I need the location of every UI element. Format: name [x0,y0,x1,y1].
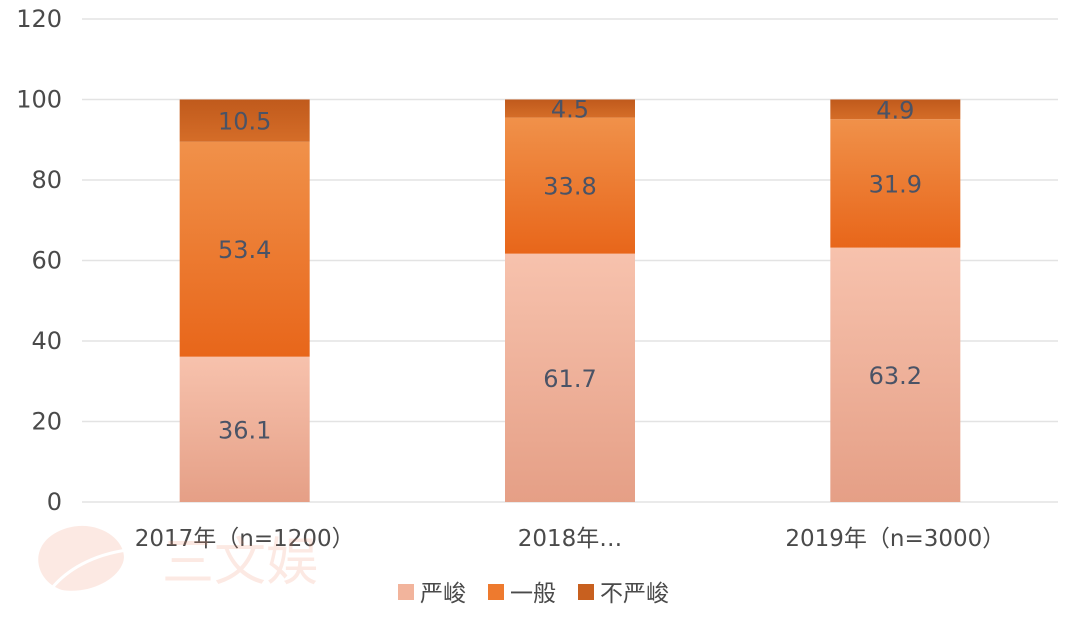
watermark-logo: 三文娱 [38,525,318,593]
legend-label: 严峻 [420,581,466,607]
watermark-text: 三文娱 [162,533,318,593]
bar-segment [179,356,310,502]
bar-segment [179,99,310,142]
data-label: 33.8 [543,173,596,201]
legend-swatch [488,584,504,600]
bar-segment [505,99,635,118]
legend-swatch [398,584,414,600]
data-label: 63.2 [869,362,922,390]
y-tick-label: 40 [31,327,62,355]
y-tick-label: 60 [31,247,62,275]
bars [179,99,961,502]
y-tick-label: 0 [47,488,62,516]
bar-segment [830,247,961,502]
x-category-label: 2019年（n=3000） [785,526,1005,552]
data-label: 10.5 [218,108,271,136]
y-tick-label: 20 [31,408,62,436]
data-label: 4.5 [551,96,589,124]
y-tick-label: 100 [16,86,62,114]
bar-segment [505,253,635,502]
bar-segment [830,99,961,120]
legend: 严峻 一般 不严峻 [398,581,669,607]
y-tick-label: 120 [16,5,62,33]
watermark-leaf-icon [38,525,124,591]
legend-label: 不严峻 [600,581,669,607]
bar-segment [505,117,635,254]
bar-segment [830,119,961,248]
y-tick-label: 80 [31,166,62,194]
x-axis-categories: 2017年（n=1200） 2018年… 2019年（n=3000） [135,526,1006,552]
data-label: 4.9 [876,96,914,124]
x-category-label: 2017年（n=1200） [135,526,355,552]
x-category-label: 2018年… [518,526,623,552]
legend-label: 一般 [510,581,556,607]
y-axis-ticks: 0 20 40 60 80 100 120 [16,5,62,516]
data-label: 61.7 [543,365,596,393]
data-labels: 36.1 53.4 10.5 61.7 33.8 4.5 63.2 31.9 4.9 [218,96,922,445]
data-label: 53.4 [218,236,271,264]
bar-segment [179,141,310,357]
data-label: 36.1 [218,416,271,444]
data-label: 31.9 [869,170,922,198]
legend-swatch [578,584,594,600]
